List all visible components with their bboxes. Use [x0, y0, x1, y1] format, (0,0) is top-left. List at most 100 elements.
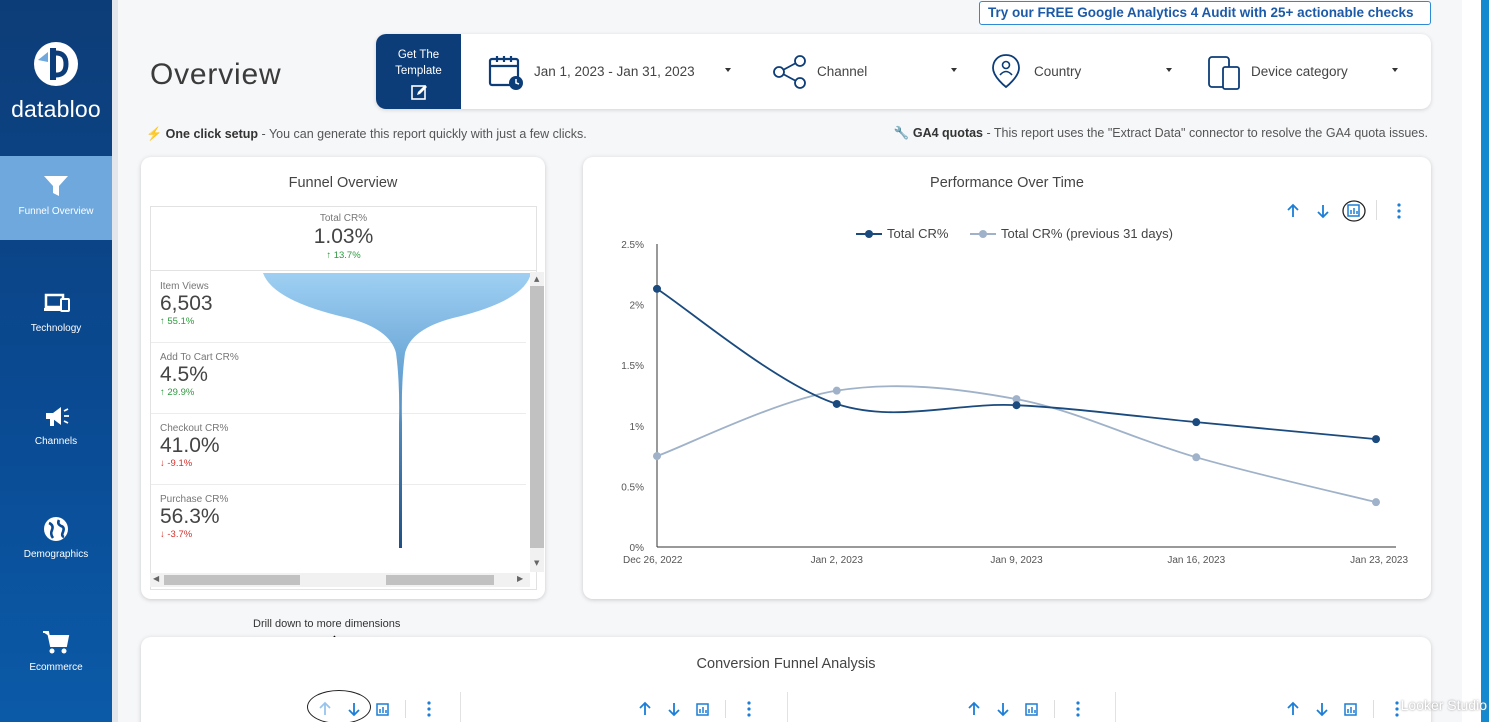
more-options-icon[interactable]	[740, 700, 758, 718]
drill-down-note: Drill down to more dimensions	[253, 618, 401, 630]
legend-label-total-cr: Total CR%	[887, 226, 949, 241]
toolbar-divider	[405, 700, 406, 718]
series-point-1	[1012, 395, 1021, 404]
scroll-down-arrow-icon[interactable]: ▼	[534, 559, 540, 567]
toolbar-divider	[1376, 200, 1377, 220]
stage-delta: ↑ 29.9%	[160, 387, 195, 398]
series-point-1	[1192, 453, 1201, 462]
chart-title: Performance Over Time	[930, 175, 1084, 191]
toolbar-divider	[1054, 700, 1055, 718]
explore-chart-icon[interactable]	[1342, 700, 1360, 718]
funnel-icon	[44, 176, 68, 196]
x-tick-label: Jan 2, 2023	[811, 555, 864, 566]
series-line-0	[656, 288, 1377, 441]
brand-name: databloo	[11, 96, 101, 122]
one-click-setup-note: ⚡ One click setup - You can generate thi…	[146, 126, 587, 142]
sidebar-item-funnel-overview[interactable]: Funnel Overview	[0, 156, 112, 240]
sort-ascending-icon[interactable]	[965, 700, 983, 718]
total-cr-label: Total CR%	[319, 213, 368, 224]
explore-chart-icon[interactable]	[1342, 199, 1366, 223]
toolbar-divider	[1373, 700, 1374, 718]
series-point-0	[1192, 418, 1201, 427]
funnel-horizontal-scrollbar[interactable]: ◀ ▶	[150, 573, 530, 587]
filter-bar: Get The Template Jan 1, 2023 - Jan 31, 2…	[376, 34, 1431, 109]
sort-ascending-icon[interactable]	[1284, 700, 1302, 718]
sidebar-item-label: Demographics	[23, 549, 89, 560]
series-point-1	[832, 386, 841, 395]
date-range-value: Jan 1, 2023 - Jan 31, 2023	[534, 64, 695, 79]
more-options-icon[interactable]	[1390, 202, 1408, 220]
scroll-up-arrow-icon[interactable]: ▲	[534, 275, 540, 283]
column-divider	[1115, 692, 1116, 722]
sidebar-item-technology[interactable]: Technology	[0, 273, 112, 357]
legend-label-previous: Total CR% (previous 31 days)	[1001, 226, 1173, 241]
explore-chart-icon[interactable]	[374, 700, 392, 718]
y-tick-label: 0%	[630, 543, 645, 554]
sort-descending-icon[interactable]	[665, 700, 683, 718]
funnel-vertical-scrollbar[interactable]: ▲ ▼	[530, 272, 544, 572]
note-right-text: - This report uses the "Extract Data" co…	[983, 126, 1428, 140]
device-filter-label: Device category	[1251, 64, 1348, 79]
note-left-text: - You can generate this report quickly w…	[258, 127, 587, 141]
y-tick-label: 0.5%	[621, 482, 644, 493]
template-label-line1: Get The	[397, 49, 440, 61]
total-cr-value: 1.03%	[313, 225, 374, 248]
device-category-filter[interactable]: Device category	[1206, 34, 1398, 109]
sidebar: databloo Funnel Overview Technology Chan…	[0, 0, 112, 722]
sidebar-item-ecommerce[interactable]: Ecommerce	[0, 612, 112, 696]
chevron-down-icon	[725, 68, 731, 72]
bolt-icon: ⚡	[146, 126, 163, 141]
series-point-1	[1372, 498, 1380, 507]
get-template-button[interactable]: Get The Template	[376, 34, 461, 109]
country-filter[interactable]: Country	[990, 34, 1172, 109]
date-range-picker[interactable]: Jan 1, 2023 - Jan 31, 2023	[488, 34, 731, 109]
y-tick-label: 1%	[630, 422, 645, 433]
cart-icon	[43, 631, 70, 654]
brand-logo[interactable]: databloo	[0, 40, 112, 123]
more-options-icon[interactable]	[1069, 700, 1087, 718]
series-point-0	[1012, 401, 1021, 410]
scroll-left-arrow-icon[interactable]: ◀	[153, 574, 160, 583]
total-cr-summary: Total CR% 1.03% ↑ 13.7%	[151, 207, 536, 271]
more-options-icon[interactable]	[1388, 700, 1406, 718]
sort-descending-icon[interactable]	[994, 700, 1012, 718]
x-tick-label: Jan 23, 2023	[1350, 555, 1408, 566]
looker-studio-watermark: Looker Studio	[1400, 697, 1487, 713]
explore-chart-icon[interactable]	[694, 700, 712, 718]
stage-delta: ↑ 55.1%	[160, 316, 195, 327]
y-tick-label: 2%	[630, 301, 645, 312]
stage-label: Checkout CR%	[160, 423, 229, 434]
channel-filter[interactable]: Channel	[771, 34, 957, 109]
chevron-down-icon	[1166, 68, 1172, 72]
sort-ascending-icon[interactable]	[1284, 202, 1302, 220]
scroll-right-arrow-icon[interactable]: ▶	[517, 574, 524, 583]
y-tick-label: 1.5%	[621, 361, 644, 372]
sort-descending-icon[interactable]	[1313, 700, 1331, 718]
wrench-icon: 🔧	[893, 126, 910, 140]
sidebar-item-label: Funnel Overview	[18, 206, 94, 217]
sidebar-item-channels[interactable]: Channels	[0, 386, 112, 470]
y-tick-label: 2.5%	[621, 240, 644, 251]
page-scrollbar[interactable]	[1481, 0, 1489, 722]
ga4-audit-promo-link[interactable]: Try our FREE Google Analytics 4 Audit wi…	[979, 1, 1431, 42]
sort-descending-icon[interactable]	[1314, 202, 1332, 220]
performance-line-chart: Total CR% Total CR% (previous 31 days) 0…	[621, 226, 1408, 566]
sidebar-item-demographics[interactable]: Demographics	[0, 499, 112, 583]
conversion-funnel-title: Conversion Funnel Analysis	[696, 656, 876, 672]
sidebar-item-label: Ecommerce	[29, 662, 83, 673]
x-tick-label: Dec 26, 2022	[623, 555, 683, 566]
calendar-icon	[488, 55, 523, 90]
location-pin-icon	[992, 53, 1020, 88]
funnel-table: Total CR% 1.03% ↑ 13.7% Item Views 6,503…	[150, 206, 537, 590]
sort-ascending-icon[interactable]	[636, 700, 654, 718]
more-options-icon[interactable]	[420, 700, 438, 718]
funnel-stage-item-views: Item Views 6,503 ↑ 55.1%	[151, 272, 526, 343]
funnel-stage-checkout: Checkout CR% 41.0% ↓ -9.1%	[151, 414, 526, 485]
funnel-shape	[263, 273, 531, 548]
chart-axes: 0% 0.5% 1% 1.5% 2% 2.5% Dec 26, 2022 Jan 2, 202…	[621, 240, 1408, 566]
funnel-stage-purchase: Purchase CR% 56.3% ↓ -3.7%	[151, 485, 526, 556]
funnel-overview-title: Funnel Overview	[288, 175, 398, 191]
explore-chart-icon[interactable]	[1023, 700, 1041, 718]
databloo-logo-icon	[34, 42, 78, 86]
edit-icon	[410, 85, 427, 100]
